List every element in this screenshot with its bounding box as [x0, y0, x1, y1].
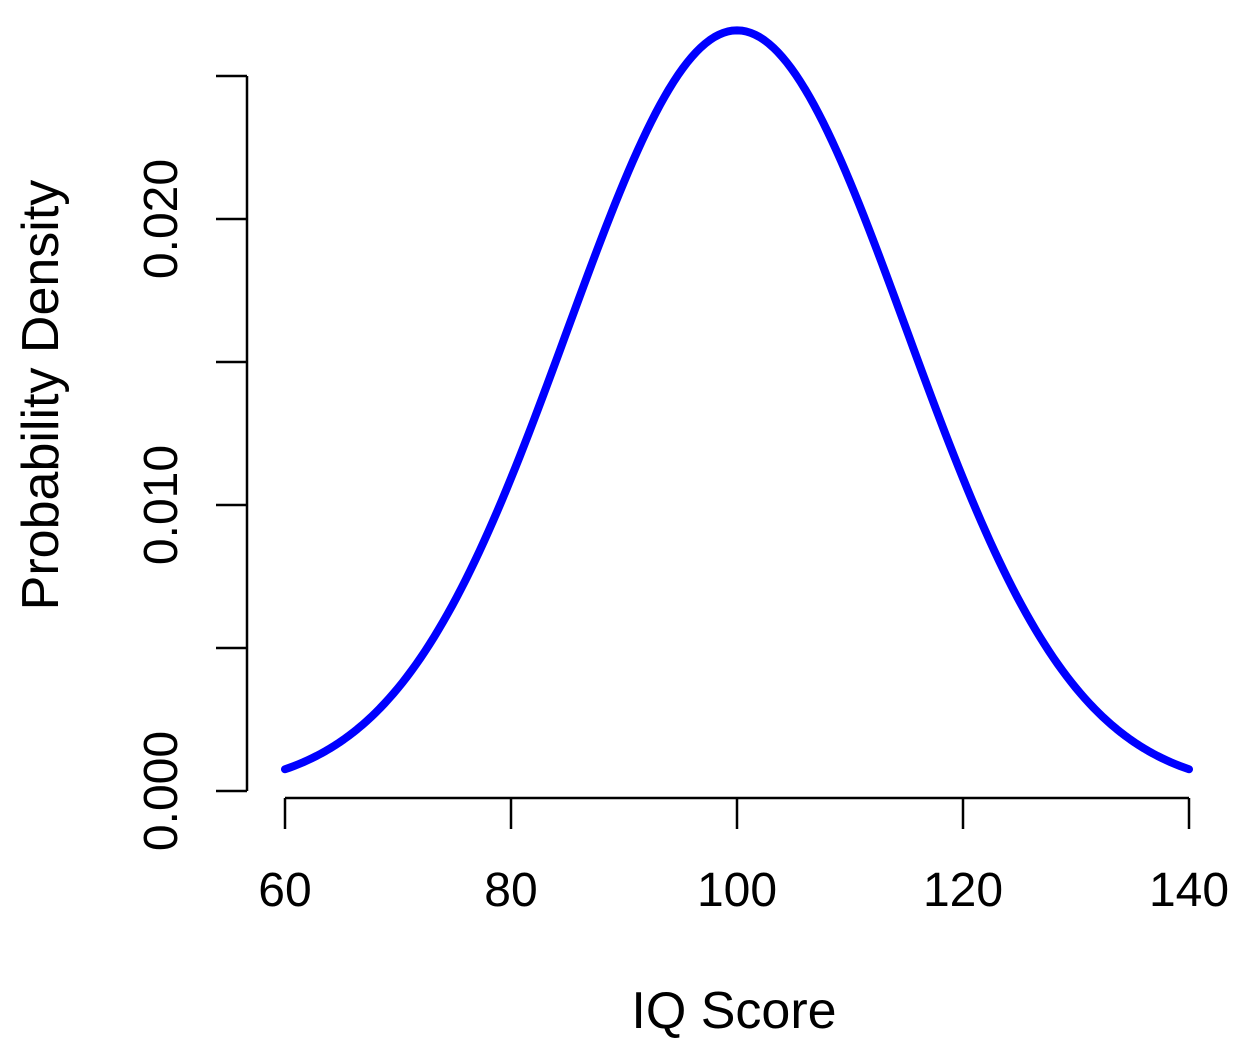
y-axis: 0.000 0.010 0.020: [135, 74, 249, 851]
x-tick-label: 80: [484, 864, 537, 917]
x-axis-title: IQ Score: [631, 982, 836, 1040]
series-line: [281, 26, 1193, 774]
y-axis-title: Probability Density: [12, 180, 70, 611]
x-axis: 60 80 100 120 140: [258, 796, 1229, 917]
x-tick-label: 100: [697, 864, 777, 917]
y-tick-label: 0.020: [135, 159, 188, 279]
y-tick-label: 0.000: [135, 731, 188, 851]
x-tick-label: 140: [1149, 864, 1229, 917]
y-tick-label: 0.010: [135, 445, 188, 565]
x-tick-label: 120: [923, 864, 1003, 917]
x-tick-label: 60: [258, 864, 311, 917]
series-layer: [281, 26, 1193, 774]
